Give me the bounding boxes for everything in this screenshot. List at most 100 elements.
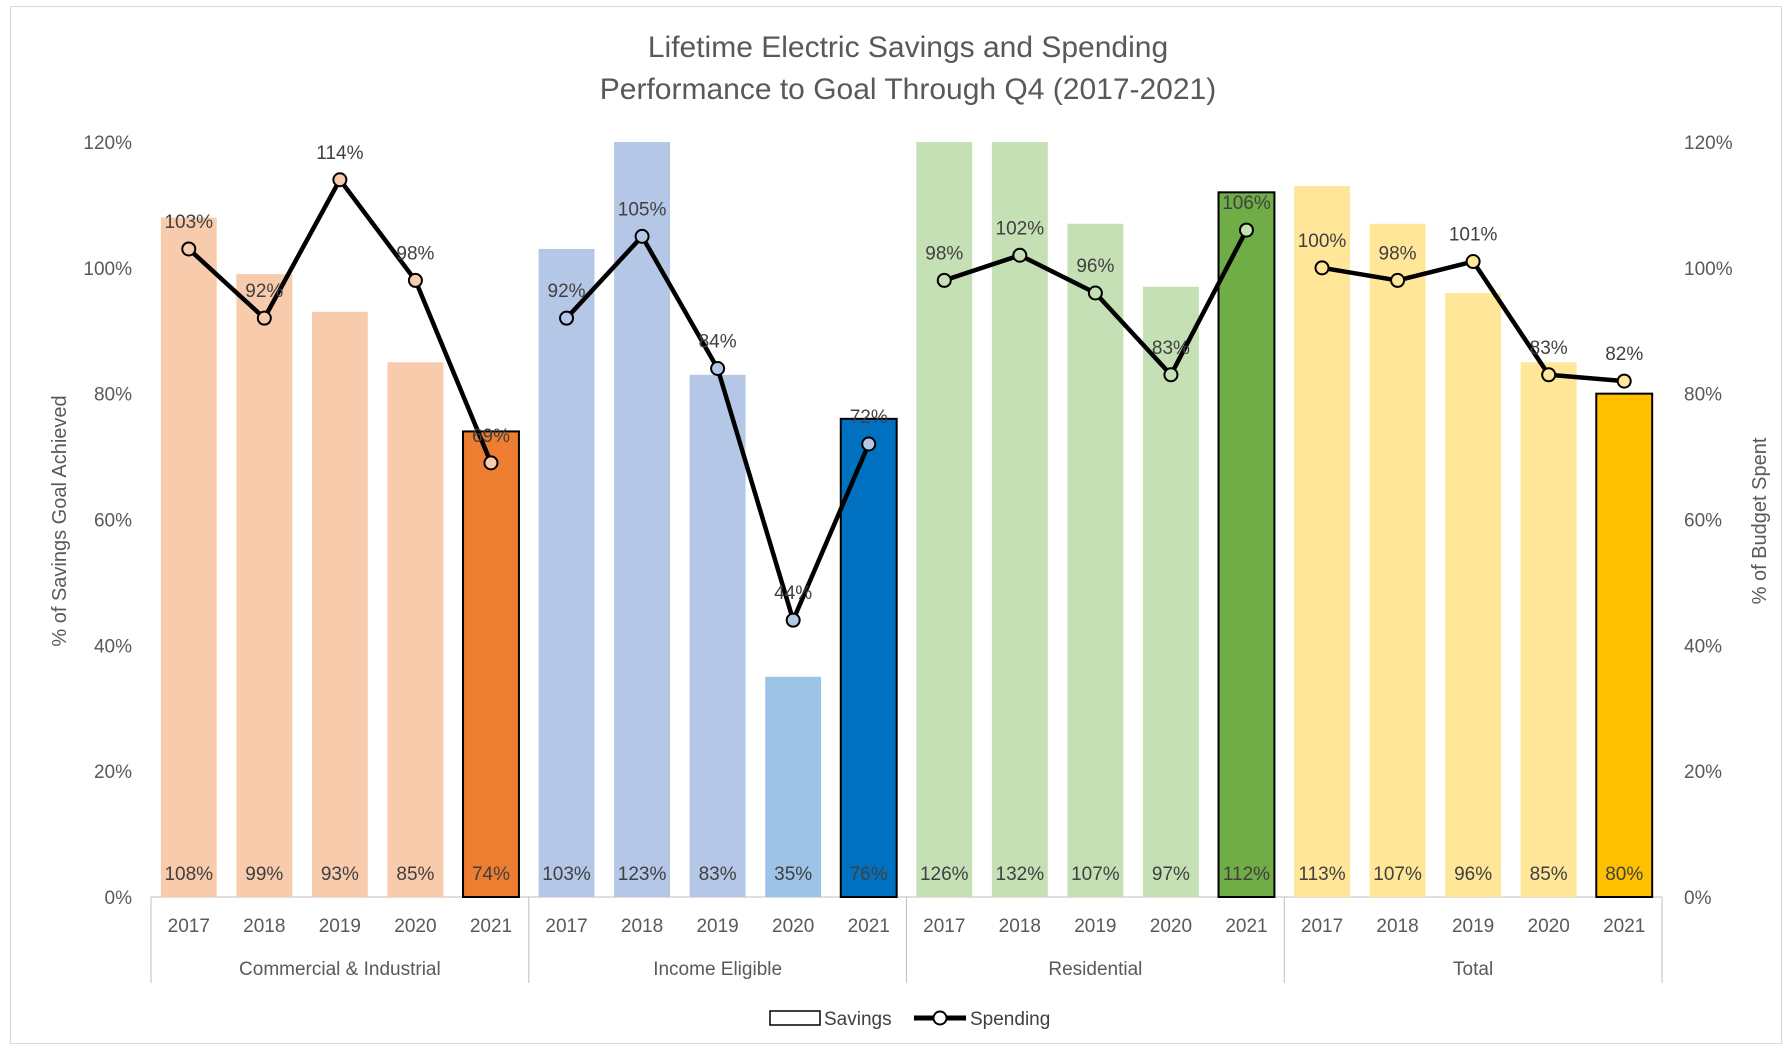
savings-label: 113% [1298, 864, 1345, 885]
savings-label: 76% [850, 864, 888, 885]
savings-bar [765, 676, 822, 897]
y-tick-label: 40% [94, 636, 132, 657]
spending-marker [181, 241, 197, 257]
legend-spending-marker [932, 1010, 948, 1026]
savings-bar [311, 311, 368, 897]
year-tick-label: 2021 [470, 916, 512, 937]
savings-label: 126% [920, 864, 969, 885]
y-tick-label: 80% [94, 385, 132, 406]
spending-marker [1465, 254, 1481, 270]
spending-marker [256, 310, 272, 326]
year-tick-label: 2017 [1301, 916, 1343, 937]
year-tick-label: 2017 [168, 916, 210, 937]
year-tick-label: 2019 [319, 916, 361, 937]
savings-label: 35% [774, 864, 812, 885]
savings-bar [991, 142, 1048, 897]
spending-marker [785, 612, 801, 628]
year-tick-label: 2017 [545, 916, 587, 937]
savings-bar [1595, 392, 1654, 898]
savings-label: 85% [1530, 864, 1568, 885]
savings-bar [538, 248, 595, 898]
group-label: Total [1453, 959, 1493, 980]
spending-marker [483, 455, 499, 471]
spending-label: 44% [774, 583, 812, 604]
savings-label: 132% [996, 864, 1045, 885]
chart-title-line-2: Performance to Goal Through Q4 (2017-202… [600, 73, 1216, 106]
savings-bar [462, 430, 520, 898]
savings-bar [839, 417, 898, 898]
year-tick-label: 2021 [848, 916, 890, 937]
spending-label: 98% [396, 243, 434, 264]
spending-label: 101% [1449, 225, 1498, 246]
savings-label: 103% [542, 864, 591, 885]
chart-title-line-1: Lifetime Electric Savings and Spending [648, 31, 1168, 64]
savings-label: 96% [1454, 864, 1492, 885]
savings-label: 85% [396, 864, 434, 885]
spending-label: 69% [472, 426, 510, 447]
y-tick-label: 100% [83, 259, 132, 280]
spending-label: 96% [1076, 256, 1114, 277]
year-tick-label: 2018 [243, 916, 285, 937]
year-tick-label: 2017 [923, 916, 965, 937]
spending-label: 83% [1152, 338, 1190, 359]
savings-label: 108% [164, 864, 213, 885]
spending-label: 103% [164, 212, 213, 233]
savings-bar [1142, 286, 1199, 897]
spending-label: 98% [1379, 243, 1417, 264]
year-tick-label: 2018 [999, 916, 1041, 937]
spending-marker [634, 228, 650, 244]
spending-label: 100% [1298, 231, 1347, 252]
y-axis-title: % of Savings Goal Achieved [49, 395, 71, 646]
year-tick-label: 2019 [1074, 916, 1116, 937]
savings-bar [1445, 293, 1502, 897]
y2-tick-label: 120% [1684, 133, 1733, 154]
y-tick-label: 120% [83, 133, 132, 154]
year-tick-label: 2018 [1376, 916, 1418, 937]
savings-bar [916, 142, 973, 897]
spending-marker [1616, 373, 1632, 389]
spending-label: 114% [316, 143, 363, 164]
plot-area: 0% 0% 20% 20% 40% 40% 60% 60% 80% 80% 100% 100% 120%… [83, 133, 1733, 983]
y2-axis-title: % of Budget Spent [1749, 437, 1771, 604]
year-tick-label: 2019 [1452, 916, 1494, 937]
spending-label: 82% [1605, 344, 1643, 365]
savings-bar [1067, 223, 1124, 897]
legend-spending-label: Spending [970, 1009, 1050, 1030]
savings-label: 107% [1071, 864, 1120, 885]
spending-label: 102% [996, 218, 1045, 239]
spending-marker [1314, 260, 1330, 276]
spending-marker [1163, 367, 1179, 383]
y2-tick-label: 80% [1684, 385, 1722, 406]
savings-bar [1520, 362, 1577, 897]
year-tick-label: 2021 [1225, 916, 1267, 937]
savings-bar [160, 217, 217, 897]
savings-bar [1369, 223, 1426, 897]
year-tick-label: 2021 [1603, 916, 1645, 937]
year-tick-label: 2020 [1150, 916, 1192, 937]
year-tick-label: 2018 [621, 916, 663, 937]
spending-marker [1012, 247, 1028, 263]
savings-label: 99% [245, 864, 283, 885]
spending-marker [1390, 272, 1406, 288]
group-label: Commercial & Industrial [239, 959, 441, 980]
spending-label: 92% [548, 281, 586, 302]
savings-label: 97% [1152, 864, 1190, 885]
legend-savings-swatch [769, 1010, 821, 1026]
y2-tick-label: 20% [1684, 762, 1722, 783]
savings-label: 93% [321, 864, 359, 885]
legend: Savings Spending [769, 1009, 1050, 1030]
y2-tick-label: 0% [1684, 888, 1712, 909]
spending-label: 98% [925, 243, 963, 264]
spending-label: 106% [1222, 193, 1271, 214]
y-tick-label: 60% [94, 511, 132, 532]
spending-label: 72% [850, 407, 888, 428]
spending-marker [710, 361, 726, 376]
group-label: Income Eligible [653, 959, 782, 980]
year-tick-label: 2020 [394, 916, 436, 937]
year-tick-label: 2020 [772, 916, 814, 937]
spending-marker [936, 272, 952, 288]
spending-marker [861, 436, 877, 452]
y2-tick-label: 60% [1684, 511, 1722, 532]
year-tick-label: 2020 [1528, 916, 1570, 937]
